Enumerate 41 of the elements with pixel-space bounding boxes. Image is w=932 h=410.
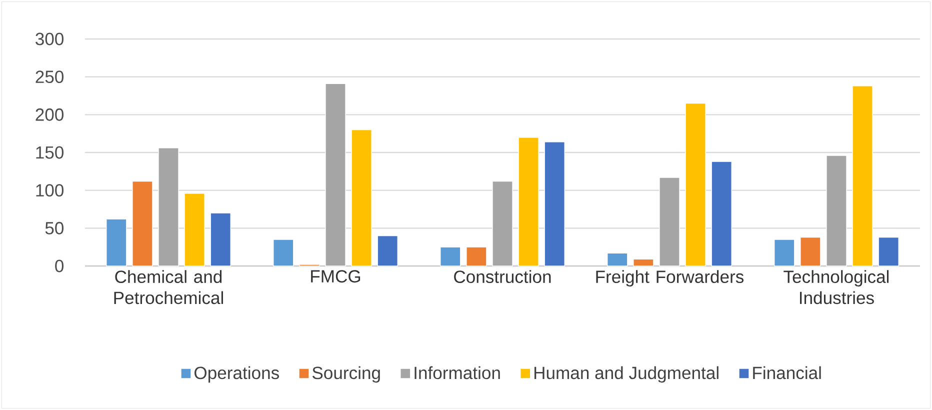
bar: [685, 102, 706, 266]
bar: [351, 129, 372, 266]
bar: [440, 246, 461, 266]
x-tick-label: Technological Industries: [784, 270, 889, 304]
y-tick-label: 0: [55, 260, 64, 272]
bar: [158, 148, 179, 266]
bar: [852, 86, 873, 266]
bar: [607, 252, 628, 266]
legend-label: Operations: [194, 366, 279, 383]
bar: [826, 155, 847, 266]
bar: [132, 180, 153, 266]
x-tick-label: Construction: [454, 270, 551, 284]
bar: [466, 246, 487, 266]
bar: [633, 258, 654, 266]
y-tick-label: 150: [36, 146, 64, 159]
bar: [659, 177, 680, 266]
bar: [518, 137, 539, 266]
x-tick-label: Chemical and Petrochemical: [114, 270, 223, 304]
legend-label: Financial: [753, 366, 821, 380]
y-tick-label: 200: [36, 108, 64, 121]
legend-label: Information: [414, 366, 500, 380]
legend-label: Sourcing: [312, 366, 380, 383]
bar: [377, 235, 398, 266]
y-tick-label: 250: [36, 70, 64, 84]
bar: [210, 212, 231, 266]
bar: [325, 83, 346, 266]
y-tick-label: 100: [36, 184, 64, 197]
y-tick-label: 50: [45, 222, 64, 234]
bar: [800, 236, 821, 266]
bar: [273, 239, 294, 266]
x-tick-label: Freight Forwarders: [596, 270, 744, 286]
bar: [711, 161, 732, 266]
bar: [184, 192, 205, 266]
x-tick-label: FMCG: [311, 270, 360, 283]
bar: [774, 239, 795, 266]
bar: [492, 180, 513, 266]
legend-label: Human and Judgmental: [534, 366, 718, 383]
bar: [106, 218, 127, 266]
bar: [544, 142, 565, 266]
bar: [878, 236, 899, 266]
y-tick-label: 300: [36, 32, 64, 46]
